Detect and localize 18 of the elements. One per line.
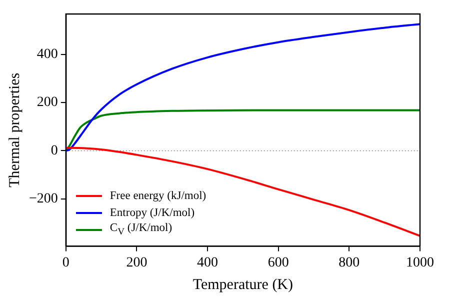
x-tick-label: 0 — [62, 255, 70, 270]
y-tick-label: 0 — [50, 143, 58, 158]
x-axis-title: Temperature (K) — [192, 276, 294, 293]
x-tick-label: 800 — [338, 255, 360, 270]
line-series — [66, 109, 420, 152]
x-tick-label: 200 — [126, 255, 148, 270]
y-tick-label: −200 — [28, 192, 58, 207]
line-series — [66, 23, 420, 152]
legend-label: C$_{V}$ (J/K/mol) — [110, 222, 172, 238]
y-tick-label: 400 — [36, 46, 58, 62]
legend-label: Free energy (kJ/mol) — [110, 190, 206, 202]
line-series — [66, 146, 420, 237]
x-tick-label: 1000 — [406, 255, 434, 270]
y-tick-label: 200 — [36, 95, 58, 110]
x-tick-label: 400 — [197, 255, 218, 270]
legend-label: Entropy (J/K/mol) — [110, 206, 195, 219]
x-tick-label: 600 — [268, 255, 289, 270]
y-axis-title: Thermal properties — [6, 72, 23, 188]
